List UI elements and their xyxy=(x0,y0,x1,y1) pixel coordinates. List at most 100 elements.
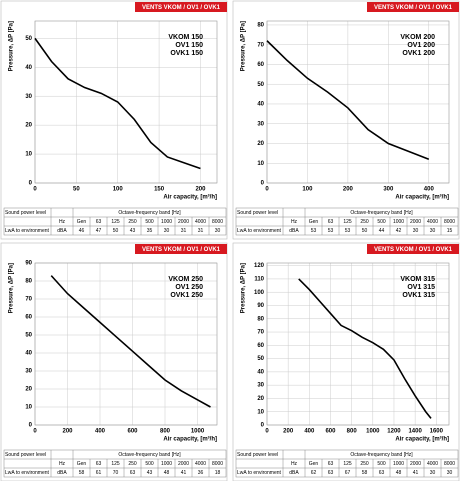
table-title: Sound power level xyxy=(237,210,278,216)
header-text: VENTS VKOM / OV1 / OVK1 xyxy=(374,247,453,253)
table-band: 2000 xyxy=(178,461,189,467)
y-tick-label: 40 xyxy=(25,65,32,71)
table-value: 41 xyxy=(413,470,419,476)
x-axis-label: Air capacity, [m³/h] xyxy=(395,194,449,201)
model-label: OV1 315 xyxy=(407,284,435,291)
y-tick-label: 110 xyxy=(254,277,264,283)
table-value: 31 xyxy=(198,228,204,234)
x-tick-label: 400 xyxy=(424,187,435,193)
table-band: 63 xyxy=(96,219,102,225)
model-label: OV1 150 xyxy=(175,42,203,49)
model-label: VKOM 200 xyxy=(400,34,435,41)
table-band: 8000 xyxy=(444,461,455,467)
y-tick-label: 30 xyxy=(25,369,32,375)
table-value: 30 xyxy=(215,228,221,234)
table-value: 46 xyxy=(79,228,85,234)
y-axis-label: Pressure, ΔP [Pa] xyxy=(241,21,247,71)
table-value: 44 xyxy=(379,228,385,234)
x-tick-label: 800 xyxy=(347,429,358,435)
table-value: 70 xyxy=(113,470,119,476)
y-tick-label: 20 xyxy=(25,123,32,129)
table-band: 500 xyxy=(145,219,154,225)
y-axis-label: Pressure, ΔP [Pa] xyxy=(9,263,15,313)
table-title: Sound power level xyxy=(5,210,46,216)
model-label: OVK1 200 xyxy=(402,50,435,57)
panel-frame xyxy=(0,0,228,240)
table-band-title: Octave-frequency band [Hz] xyxy=(350,452,413,458)
x-tick-label: 1000 xyxy=(191,429,205,435)
model-label: VKOM 315 xyxy=(400,276,435,283)
model-label: VKOM 250 xyxy=(168,276,203,283)
table-band: 500 xyxy=(145,461,154,467)
y-tick-label: 40 xyxy=(257,369,264,375)
y-tick-label: 10 xyxy=(25,405,32,411)
x-tick-label: 400 xyxy=(304,429,315,435)
y-tick-label: 0 xyxy=(261,181,265,187)
table-row-unit: dBA xyxy=(57,228,67,234)
model-label: OVK1 250 xyxy=(170,292,203,299)
table-gen: Gen xyxy=(77,461,87,467)
table-band-title: Octave-frequency band [Hz] xyxy=(118,452,181,458)
y-tick-label: 20 xyxy=(257,396,264,402)
table-value: 48 xyxy=(164,470,170,476)
table-value: 18 xyxy=(215,470,221,476)
y-tick-label: 40 xyxy=(257,102,264,108)
y-tick-label: 10 xyxy=(257,161,264,167)
x-tick-label: 200 xyxy=(62,429,73,435)
y-tick-label: 90 xyxy=(25,261,32,267)
y-tick-label: 90 xyxy=(257,303,264,309)
y-tick-label: 70 xyxy=(257,42,264,48)
table-value: 36 xyxy=(198,470,204,476)
table-value: 50 xyxy=(113,228,119,234)
table-band: 1000 xyxy=(161,461,172,467)
table-band: 63 xyxy=(328,219,334,225)
y-tick-label: 70 xyxy=(25,297,32,303)
x-tick-label: 800 xyxy=(160,429,171,435)
y-tick-label: 80 xyxy=(257,23,264,29)
x-tick-label: 1200 xyxy=(387,429,401,435)
model-label: OVK1 315 xyxy=(402,292,435,299)
table-row-label: LwA to environment xyxy=(5,228,50,234)
table-value: 67 xyxy=(345,470,351,476)
table-gen: Gen xyxy=(309,219,319,225)
table-value: 58 xyxy=(79,470,85,476)
table-value: 58 xyxy=(362,470,368,476)
table-band: 63 xyxy=(96,461,102,467)
y-tick-label: 50 xyxy=(25,333,32,339)
table-band: 1000 xyxy=(161,219,172,225)
y-axis-label: Pressure, ΔP [Pa] xyxy=(241,263,247,313)
curve xyxy=(34,37,201,170)
y-tick-label: 60 xyxy=(257,62,264,68)
y-tick-label: 80 xyxy=(25,279,32,285)
y-axis-label: Pressure, ΔP [Pa] xyxy=(9,21,15,71)
panel-frame xyxy=(232,242,460,481)
table-gen: Gen xyxy=(77,219,87,225)
x-tick-label: 0 xyxy=(33,187,37,193)
y-tick-label: 0 xyxy=(29,181,33,187)
table-band: 8000 xyxy=(212,461,223,467)
table-value: 50 xyxy=(362,228,368,234)
plot-frame xyxy=(266,20,450,184)
y-tick-label: 40 xyxy=(25,351,32,357)
table-band: 500 xyxy=(377,219,386,225)
plot-frame xyxy=(266,262,450,426)
x-tick-label: 300 xyxy=(383,187,394,193)
plot-frame xyxy=(34,20,218,184)
x-tick-label: 1600 xyxy=(430,429,444,435)
table-band: 250 xyxy=(360,461,369,467)
table-band: 1000 xyxy=(393,219,404,225)
y-tick-label: 10 xyxy=(25,152,32,158)
header-tag xyxy=(367,2,459,12)
table-band: 250 xyxy=(128,219,137,225)
panel-frame xyxy=(232,0,460,240)
table-value: 30 xyxy=(447,470,453,476)
table-row-unit: dBA xyxy=(289,228,299,234)
y-tick-label: 10 xyxy=(257,409,264,415)
header-text: VENTS VKOM / OV1 / OVK1 xyxy=(142,247,221,253)
table-value: 53 xyxy=(345,228,351,234)
table-band: 125 xyxy=(343,219,352,225)
y-tick-label: 30 xyxy=(25,94,32,100)
x-tick-label: 150 xyxy=(154,187,165,193)
table-band: 125 xyxy=(343,461,352,467)
